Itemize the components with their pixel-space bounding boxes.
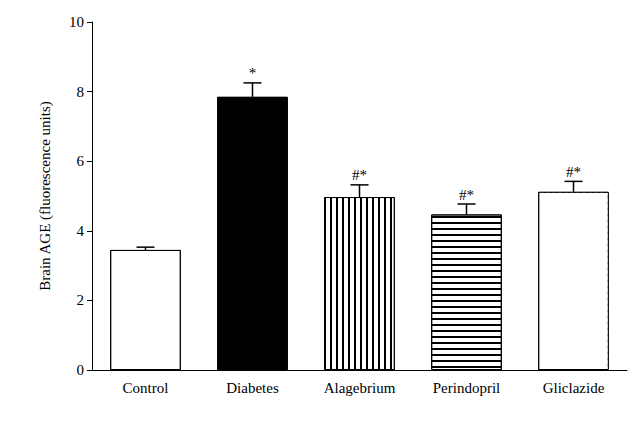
svg-text:8: 8 (77, 84, 85, 100)
svg-text:6: 6 (77, 153, 85, 169)
svg-text:Control: Control (123, 380, 169, 396)
svg-text:2: 2 (77, 292, 85, 308)
svg-text:0: 0 (77, 362, 85, 378)
svg-text:Perindopril: Perindopril (433, 380, 501, 396)
svg-text:Alagebrium: Alagebrium (324, 380, 396, 396)
svg-text:4: 4 (77, 223, 85, 239)
svg-text:Brain AGE (fluorescence units): Brain AGE (fluorescence units) (37, 101, 54, 291)
svg-text:Gliclazide: Gliclazide (543, 380, 605, 396)
svg-text:10: 10 (69, 14, 84, 30)
svg-text:*: * (249, 65, 257, 81)
svg-text:#*: #* (459, 187, 474, 203)
svg-text:#*: #* (352, 167, 367, 183)
svg-text:#*: #* (566, 164, 581, 180)
svg-text:Diabetes: Diabetes (226, 380, 279, 396)
